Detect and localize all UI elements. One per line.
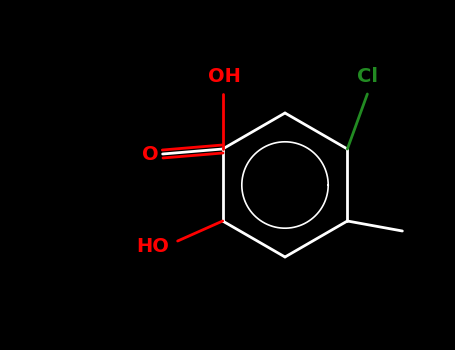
Text: Cl: Cl [357, 66, 378, 85]
Text: O: O [142, 145, 159, 163]
Text: HO: HO [136, 237, 169, 256]
Text: OH: OH [208, 66, 241, 85]
